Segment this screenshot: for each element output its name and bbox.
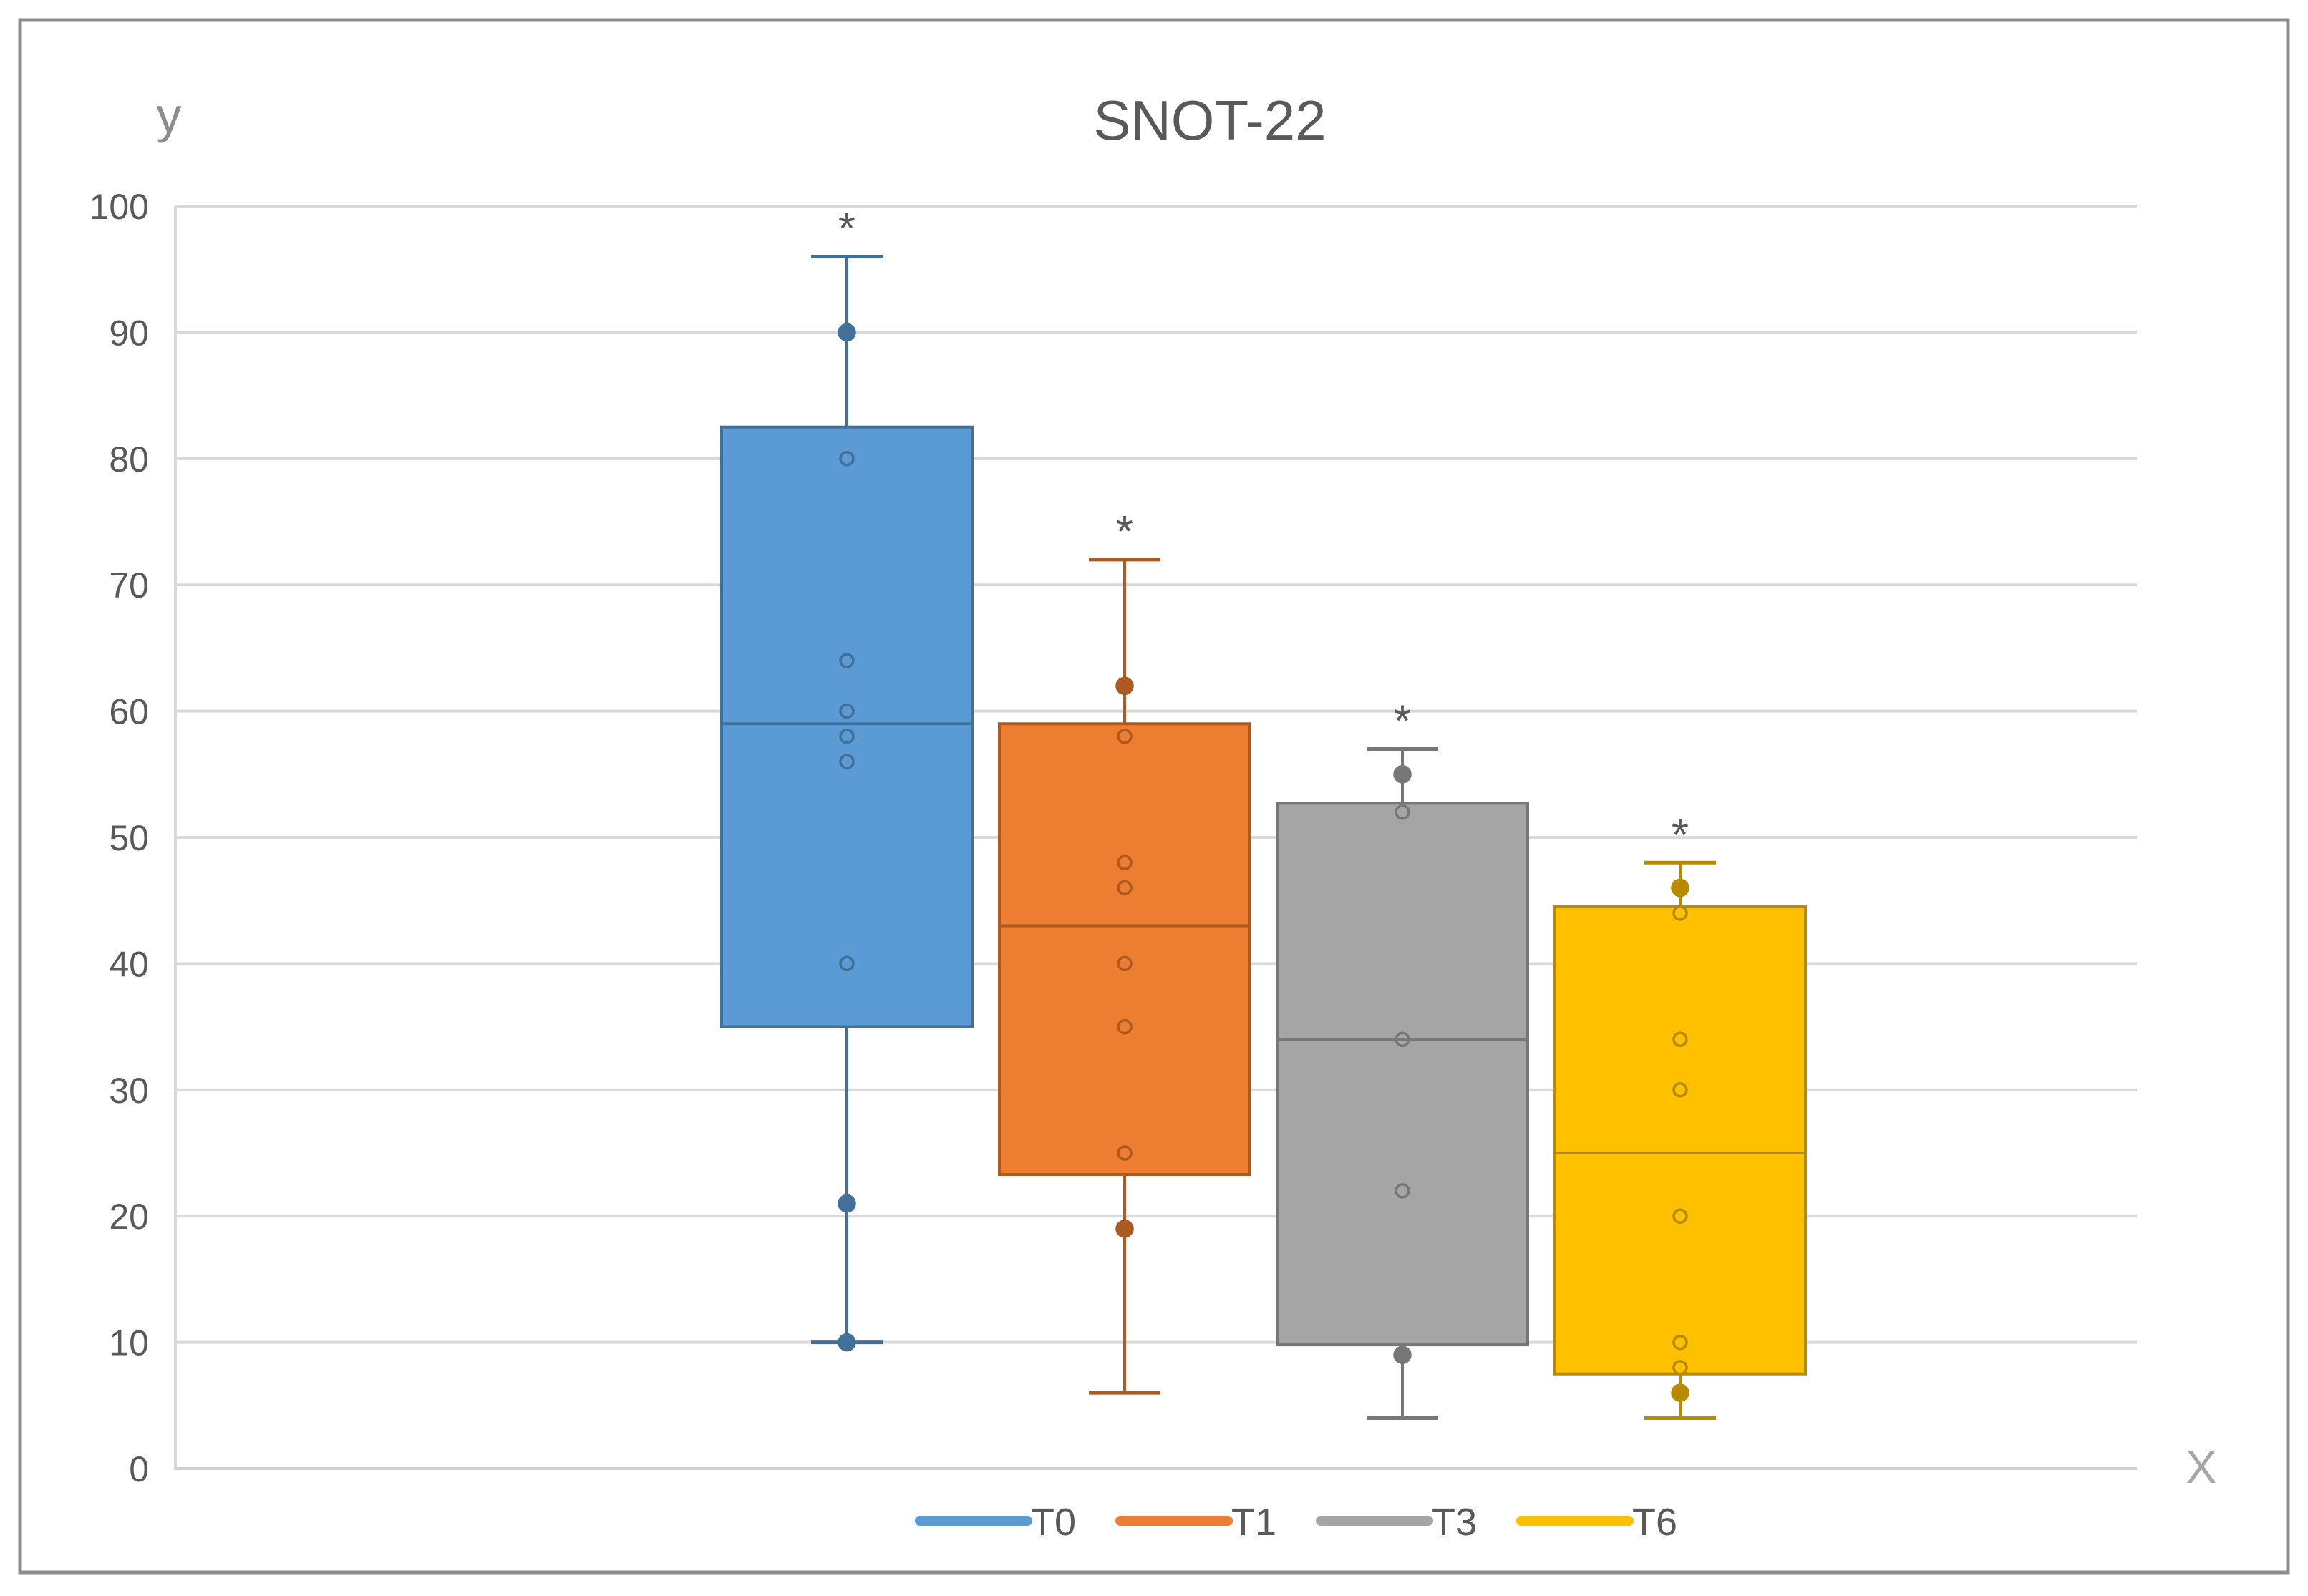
y-tick-label-20: 20 (109, 1197, 149, 1237)
data-point-T1-7 (1115, 676, 1134, 696)
legend-item-T3: T3 (1316, 1501, 1477, 1544)
data-point-T1-2 (1117, 1018, 1133, 1035)
y-tick-label-60: 60 (109, 692, 149, 732)
x-axis-label: X (2186, 1441, 2217, 1493)
grid-layer (174, 205, 2137, 1470)
data-point-T1-4 (1117, 880, 1133, 896)
legend-item-T6: T6 (1516, 1501, 1677, 1544)
y-tick-label-100: 100 (89, 187, 149, 227)
y-tick-label-10: 10 (109, 1323, 149, 1363)
box-T3: * (1276, 697, 1529, 1420)
data-point-T6-5 (1672, 1031, 1688, 1047)
data-point-T1-1 (1117, 1145, 1133, 1161)
data-point-T6-2 (1672, 1334, 1688, 1351)
data-point-T1-0 (1115, 1220, 1134, 1238)
legend-item-T0: T0 (915, 1501, 1076, 1544)
data-point-T6-0 (1671, 1383, 1689, 1402)
data-point-T1-5 (1117, 855, 1133, 871)
data-point-T6-1 (1672, 1360, 1688, 1376)
legend: T0 T1 T3 T6 (915, 1501, 1677, 1544)
y-tick-label-90: 90 (109, 313, 149, 353)
data-point-T6-3 (1672, 1208, 1688, 1224)
y-tick-label-40: 40 (109, 944, 149, 984)
data-point-T3-1 (1395, 1183, 1410, 1199)
box-layer: * * * * (720, 205, 1807, 1420)
data-point-T0-2 (839, 955, 855, 972)
box-T1: * (998, 507, 1251, 1395)
y-tick-label-50: 50 (109, 818, 149, 858)
legend-label-T1: T1 (1231, 1501, 1276, 1544)
data-point-T6-4 (1672, 1082, 1688, 1098)
legend-label-T0: T0 (1031, 1501, 1076, 1544)
data-point-T0-7 (839, 451, 855, 467)
y-tick-label-30: 30 (109, 1071, 149, 1111)
significance-marker-T3: * (1394, 697, 1411, 746)
data-point-T0-1 (838, 1194, 856, 1213)
box-T6: * (1553, 810, 1807, 1420)
significance-marker-T6: * (1672, 810, 1689, 860)
data-point-T3-4 (1393, 765, 1412, 784)
data-point-T6-7 (1671, 878, 1689, 897)
data-point-T3-3 (1395, 804, 1410, 820)
data-point-T6-6 (1672, 905, 1688, 921)
data-point-T0-8 (838, 323, 856, 342)
y-tick-labels: 0 10 20 30 40 50 60 70 80 90 100 (89, 187, 149, 1489)
y-tick-label-80: 80 (109, 439, 149, 480)
box-T0: * (720, 205, 974, 1352)
significance-marker-T0: * (838, 205, 855, 254)
significance-marker-T1: * (1116, 507, 1133, 557)
box-rect-T6 (1553, 905, 1807, 1376)
data-point-T0-6 (839, 653, 855, 668)
data-point-T3-0 (1393, 1346, 1412, 1364)
data-point-T0-5 (839, 703, 855, 719)
data-point-T1-3 (1117, 955, 1133, 972)
data-point-T3-2 (1395, 1031, 1410, 1047)
legend-item-T1: T1 (1115, 1501, 1276, 1544)
data-point-T0-4 (839, 729, 855, 744)
data-point-T0-0 (838, 1333, 856, 1352)
y-tick-label-0: 0 (129, 1449, 149, 1489)
box-rect-T1 (998, 722, 1251, 1176)
y-axis-label: y (157, 87, 182, 143)
chart-title: SNOT-22 (1093, 89, 1326, 152)
data-point-T0-3 (839, 754, 855, 769)
box-rect-T0 (720, 425, 974, 1028)
y-tick-label-70: 70 (109, 565, 149, 605)
box-rect-T3 (1276, 802, 1529, 1347)
legend-label-T6: T6 (1632, 1501, 1677, 1544)
legend-label-T3: T3 (1432, 1501, 1477, 1544)
data-point-T1-6 (1117, 729, 1133, 744)
